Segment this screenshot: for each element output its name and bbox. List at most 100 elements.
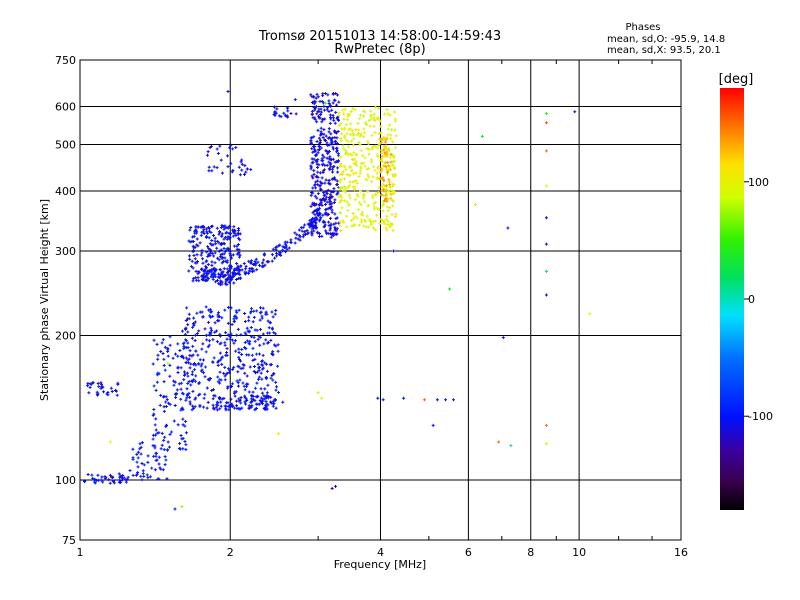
data-point [261,353,265,357]
data-point [108,473,112,477]
data-point [300,229,304,233]
data-point [391,159,395,163]
data-point [141,469,145,473]
data-point [372,205,376,209]
data-point [286,115,290,119]
data-point [369,158,373,162]
data-point [340,206,344,210]
data-point [189,264,193,268]
data-point [161,338,165,342]
data-point [194,396,198,400]
data-point [223,374,227,378]
data-point [392,191,396,195]
data-point [312,226,316,230]
data-point [317,144,321,148]
data-point [205,227,209,231]
data-point [195,260,199,264]
data-point [271,378,275,382]
data-point [227,280,231,284]
data-point [191,266,195,270]
data-point [273,398,277,402]
data-point [142,474,146,478]
data-point [544,293,548,297]
data-point [156,357,160,361]
data-point [315,165,319,169]
data-point [162,357,166,361]
data-point [351,106,355,110]
data-point [271,402,275,406]
data-point [226,89,230,93]
data-point [322,155,326,159]
data-point [285,106,289,110]
data-point [221,241,225,245]
data-point [345,132,349,136]
data-point [184,326,188,330]
data-point [139,474,143,478]
data-point [219,273,223,277]
data-point [156,477,160,481]
data-point [275,107,279,111]
data-point [275,254,279,258]
data-point [359,202,363,206]
data-point [384,192,388,196]
data-point [263,252,267,256]
data-point [239,401,243,405]
data-point [327,101,331,105]
data-point [235,252,239,256]
data-point [315,226,319,230]
data-point [391,183,395,187]
data-point [240,268,244,272]
data-point [196,270,200,274]
data-point [182,341,186,345]
data-point [295,233,299,237]
data-point [270,374,274,378]
data-point [245,385,249,389]
data-point [385,150,389,154]
data-point [194,228,198,232]
data-point [365,147,369,151]
data-point [243,371,247,375]
data-point [247,329,251,333]
data-point [247,315,251,319]
data-point [366,142,370,146]
data-point [234,146,238,150]
data-point [357,132,361,136]
data-point [234,272,238,276]
data-point [264,407,268,411]
data-point [139,452,143,456]
data-point [218,334,222,338]
data-point [327,130,331,134]
data-point [188,349,192,353]
data-point [391,154,395,158]
data-point [182,370,186,374]
data-point [376,166,380,170]
data-point [227,334,231,338]
data-point [109,386,113,390]
data-point [140,462,144,466]
data-point [377,164,381,168]
data-point [346,208,350,212]
data-point [346,185,350,189]
data-point [279,115,283,119]
data-point [187,380,191,384]
data-point [193,379,197,383]
data-point [342,221,346,225]
y-tick-label: 100 [55,474,76,487]
data-point [257,334,261,338]
colorbar-tick-label: -100 [748,410,773,423]
data-point [225,247,229,251]
data-point [252,315,256,319]
data-point [213,261,217,265]
data-point [317,163,321,167]
data-point [362,135,366,139]
data-point [318,171,322,175]
data-point [373,144,377,148]
data-point [319,107,323,111]
data-point [215,246,219,250]
data-point [176,342,180,346]
data-point [298,234,302,238]
data-point [370,180,374,184]
data-point [326,152,330,156]
data-point [331,170,335,174]
data-point [243,312,247,316]
